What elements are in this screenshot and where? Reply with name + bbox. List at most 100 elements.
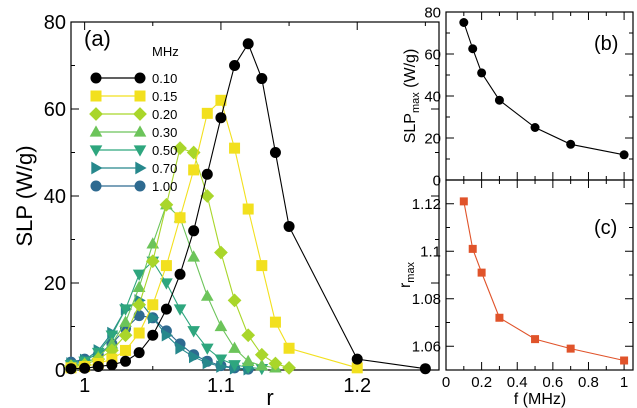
series-0.30-point — [214, 319, 228, 332]
legend-entry: 0.10 — [152, 71, 177, 86]
legend-marker — [133, 145, 147, 157]
panel-c-series-point — [620, 356, 629, 365]
panel-c-xtick-label: 0.6 — [542, 374, 563, 391]
series-0.15-point — [147, 299, 159, 311]
series-0.30-line — [70, 203, 276, 369]
series-0.70-point — [202, 356, 214, 370]
series-0.10-point — [269, 147, 281, 158]
series-0.10-point — [229, 60, 241, 71]
series-0.15-point — [215, 94, 227, 106]
panel-c-series-point — [495, 313, 504, 322]
panel-b-series-point — [530, 123, 540, 132]
series-0.50-point — [119, 304, 132, 316]
legend-title: MHz — [152, 44, 179, 59]
series-0.15-point — [201, 107, 213, 119]
series-0.20-point — [241, 328, 256, 343]
panel-b-ytick-label: 80 — [424, 4, 441, 21]
series-0.10-point — [160, 303, 172, 315]
series-0.20-point — [227, 293, 242, 308]
panel-b-ytick-label: 60 — [424, 46, 441, 63]
panel-c-ytick-label: 1.1 — [420, 244, 441, 261]
legend-entry: 0.20 — [152, 107, 177, 122]
panel-b-series-point — [494, 95, 504, 105]
series-0.10-point — [65, 363, 77, 375]
series-0.50-point — [187, 326, 200, 338]
series-0.15-point — [351, 362, 363, 374]
panel-a-xtick-label: 1.2 — [343, 375, 371, 397]
series-0.20-point — [200, 189, 215, 203]
panel-c-series-point — [531, 335, 540, 344]
panel-a-xtick-label: 1 — [79, 375, 90, 397]
panel-a-ytick-label: 60 — [44, 99, 66, 121]
panel-a-xtick-label: 1.1 — [207, 375, 235, 397]
panel-c-ylabel-sub: max — [405, 261, 417, 282]
series-0.10-point — [351, 353, 363, 365]
series-0.30-point — [255, 359, 269, 371]
panel-c-ylabel-main: r — [397, 282, 414, 288]
panel-a-ytick-label: 0 — [55, 360, 66, 382]
series-0.20-point — [118, 328, 133, 343]
panel-c-xtick-label: 0 — [442, 374, 450, 391]
series-0.10-point — [106, 359, 118, 371]
series-0.15-line — [70, 99, 358, 369]
series-0.20-point — [214, 245, 228, 260]
series-0.10-point — [419, 363, 431, 375]
series-0.30-point — [132, 280, 146, 293]
series-0.15-point — [256, 260, 268, 272]
panel-c-series-point — [459, 197, 468, 206]
panel-b-series-point — [468, 44, 478, 54]
series-0.30-point — [146, 237, 160, 249]
legend-entry: 0.30 — [152, 125, 177, 140]
series-0.10 — [65, 38, 431, 375]
legend-marker — [134, 90, 146, 102]
panel-b-series-point — [459, 18, 469, 27]
legend-marker — [90, 180, 102, 192]
panel-a-label: (a) — [84, 26, 111, 51]
series-0.15-point — [283, 342, 295, 354]
series-0.50-point — [160, 278, 173, 290]
series-0.50-point — [105, 330, 119, 342]
panel-c-ytick-label: 1.12 — [412, 196, 441, 213]
panel-a-ytick-label: 40 — [44, 186, 66, 208]
series-0.30-point — [187, 250, 200, 262]
panel-c-xtick-label: 0.8 — [578, 374, 599, 391]
panel-c-series-point — [566, 344, 575, 353]
series-0.10-point — [79, 362, 91, 374]
series-0.50-point — [132, 269, 146, 281]
series-0.15-point — [160, 260, 172, 272]
series-0.10-point — [174, 268, 186, 280]
series-0.10-point — [92, 361, 104, 373]
series-0.70-point — [188, 350, 201, 364]
series-0.10-point — [188, 225, 200, 237]
series-0.70-point — [216, 360, 228, 373]
series-0.10-point — [242, 38, 254, 50]
series-0.30-point — [200, 289, 214, 301]
panel-b-label: (b) — [594, 33, 618, 55]
panel-c-xtick-label: 0.4 — [507, 374, 528, 391]
series-0.10-point — [256, 73, 268, 85]
legend-entry: 0.15 — [152, 89, 177, 104]
panel-b-ytick-label: 20 — [424, 130, 441, 147]
series-0.20-point — [268, 356, 283, 371]
panel-b-series-point — [619, 150, 629, 160]
series-0.10-point — [133, 347, 145, 359]
panel-a-ytick-label: 20 — [44, 273, 66, 295]
series-0.15-point — [106, 353, 118, 365]
panel-b-ytick-label: 40 — [424, 88, 441, 105]
legend-entry: 0.50 — [152, 143, 177, 158]
legend-marker — [91, 161, 103, 175]
series-0.10-point — [147, 329, 159, 341]
series-0.15-point — [188, 164, 200, 176]
legend-marker — [89, 107, 103, 121]
series-0.15-point — [133, 327, 145, 339]
series-0.10-point — [120, 355, 132, 367]
legend-marker — [133, 125, 147, 137]
series-0.50-point — [200, 343, 214, 355]
series-0.15-point — [229, 142, 241, 154]
panel-c-frame — [445, 179, 634, 371]
series-0.10-point — [283, 220, 295, 232]
series-0.10-point — [215, 112, 227, 124]
series-0.50-point — [173, 304, 187, 316]
panel-b-series-point — [566, 139, 576, 149]
series-0.20-point — [254, 347, 269, 362]
